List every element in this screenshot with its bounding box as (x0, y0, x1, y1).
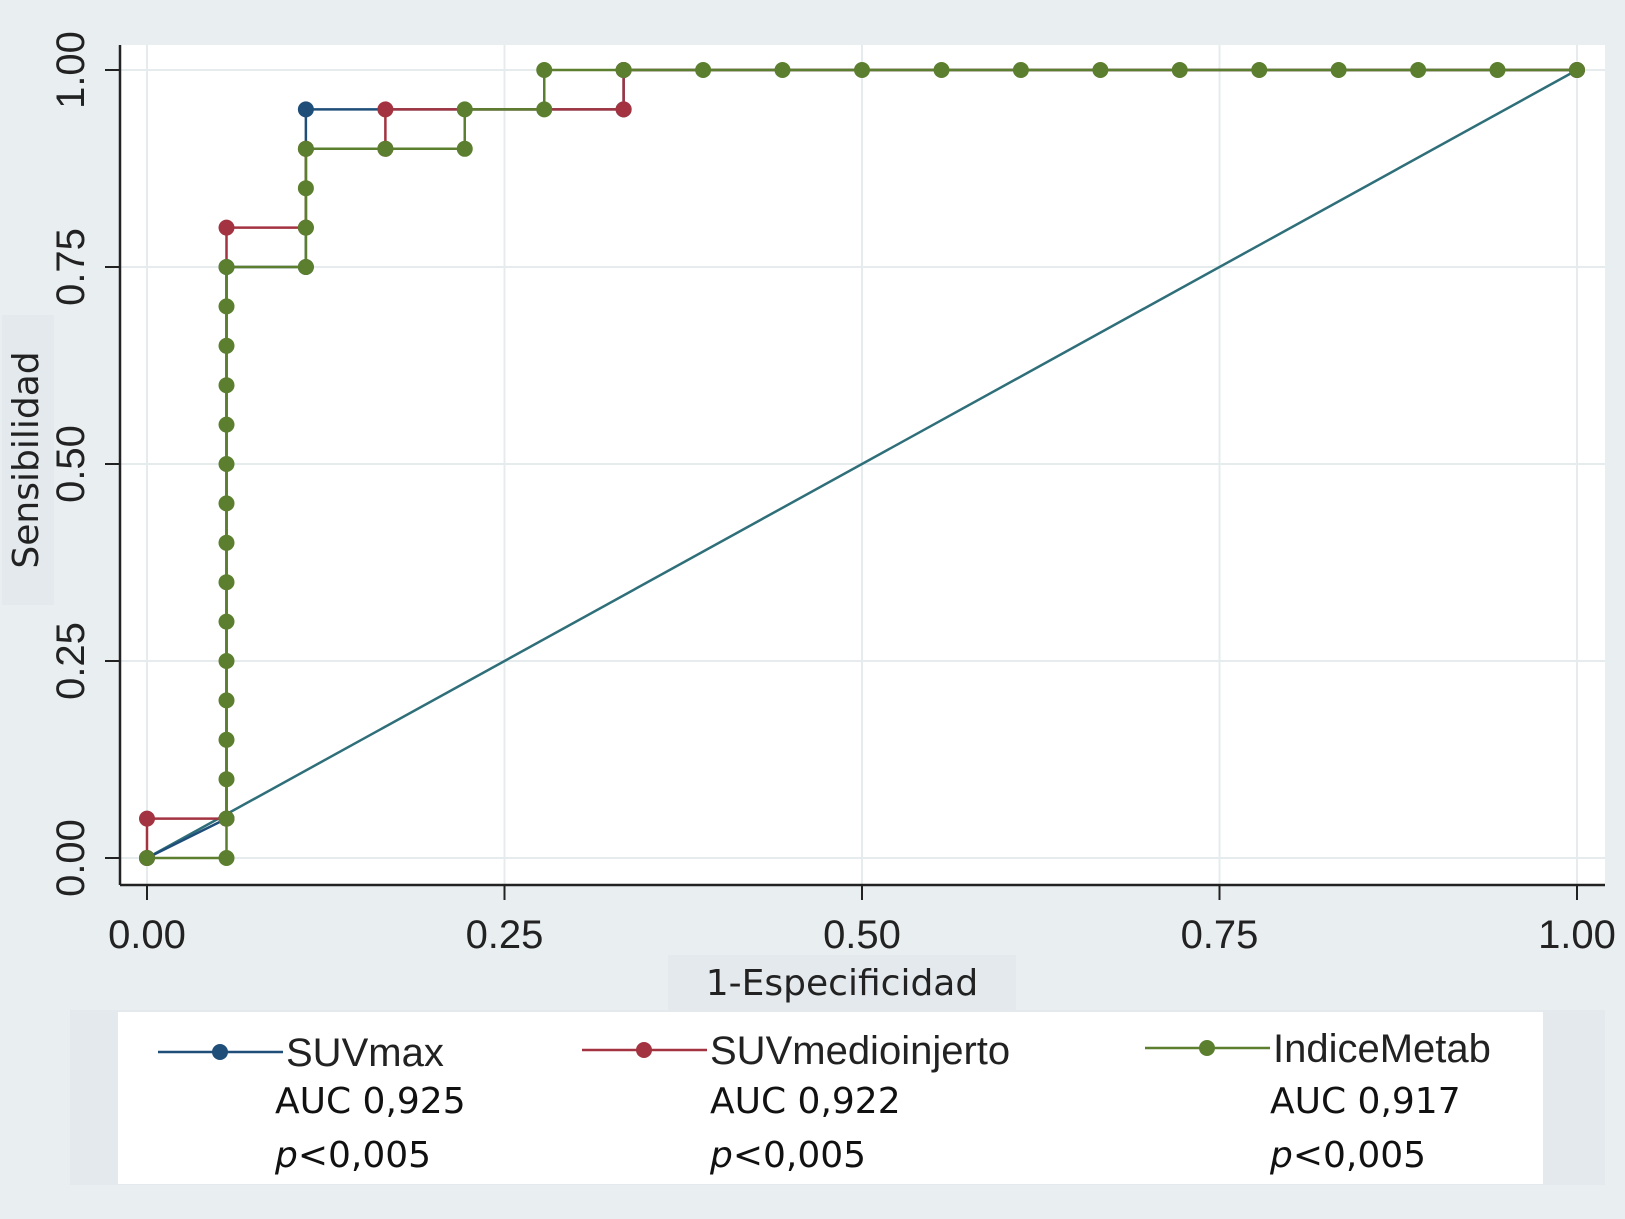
data-point (218, 692, 235, 709)
data-point (218, 613, 235, 630)
legend-item-SUVmax: SUVmax AUC 0,925 p<0,005 (158, 1031, 466, 1176)
data-point (377, 101, 394, 118)
legend-marker (212, 1044, 228, 1060)
x-axis-title: 1-Especificidad (706, 963, 978, 1004)
data-point (218, 377, 235, 394)
data-point (854, 62, 870, 78)
data-point (218, 653, 235, 669)
data-point (1410, 62, 1427, 78)
data-point (536, 101, 553, 118)
tick-labels: 0.00 0.25 0.50 0.75 1.00 0.00 0.25 0.50 0.75 1.00 (49, 31, 1616, 957)
legend-label: IndiceMetab (1273, 1027, 1491, 1071)
data-point (933, 62, 950, 78)
data-point (1330, 62, 1347, 78)
data-point (1092, 62, 1109, 78)
series-layer (139, 62, 1585, 866)
reference-diagonal-line (146, 68, 1578, 860)
y-axis-title: Sensibilidad (6, 351, 47, 568)
data-point (218, 456, 235, 472)
x-tick-label: 0.00 (108, 913, 186, 957)
data-point (218, 416, 235, 433)
data-point (615, 101, 632, 118)
y-tick-label: 0.50 (49, 425, 93, 503)
p-value-label: p<0,005 (274, 1135, 431, 1176)
data-point (774, 62, 791, 78)
data-point (218, 731, 235, 748)
legend-box (118, 1012, 1543, 1184)
legend-label: SUVmax (286, 1031, 444, 1075)
data-point (218, 534, 235, 551)
data-point (695, 62, 712, 78)
data-point (297, 140, 314, 157)
data-point (297, 259, 314, 275)
legend-item-SUVmedioinjerto: SUVmedioinjerto AUC 0,922 p<0,005 (582, 1029, 1010, 1176)
x-tick-label: 0.25 (466, 913, 544, 957)
data-point (377, 140, 394, 157)
auc-label: AUC 0,925 (275, 1081, 466, 1122)
data-point (218, 337, 235, 354)
data-point (139, 810, 155, 827)
data-point (218, 850, 235, 866)
p-value-label: p<0,005 (709, 1135, 866, 1176)
auc-label: AUC 0,922 (710, 1081, 901, 1122)
data-point (615, 62, 632, 78)
y-tick-label: 1.00 (49, 31, 93, 109)
legend-label: SUVmedioinjerto (710, 1029, 1010, 1073)
legend-marker (636, 1042, 652, 1058)
data-point (1171, 62, 1188, 78)
data-point (297, 101, 314, 118)
data-point (218, 810, 235, 827)
data-point (1569, 62, 1585, 78)
y-axis-title-bg (2, 315, 54, 605)
data-point (139, 850, 155, 866)
x-tick-label: 1.00 (1538, 913, 1616, 957)
data-point (1489, 62, 1506, 78)
data-point (297, 219, 314, 236)
y-tick-label: 0.25 (49, 622, 93, 700)
x-tick-label: 0.50 (823, 913, 901, 957)
p-value-label: p<0,005 (1269, 1135, 1426, 1176)
data-point (1251, 62, 1268, 78)
legend-item-IndiceMetab: IndiceMetab AUC 0,917 p<0,005 (1145, 1027, 1491, 1176)
data-point (536, 62, 553, 78)
auc-label: AUC 0,917 (1270, 1081, 1461, 1122)
data-point (1012, 62, 1029, 78)
data-point (456, 140, 473, 157)
data-point (218, 771, 235, 788)
data-point (218, 259, 235, 275)
x-tick-label: 0.75 (1181, 913, 1259, 957)
legend-marker (1199, 1040, 1215, 1056)
y-tick-label: 0.75 (49, 228, 93, 306)
data-point (218, 495, 235, 512)
series-IndiceMetab (139, 62, 1585, 866)
data-point (218, 298, 235, 315)
data-point (218, 219, 235, 236)
data-point (218, 574, 235, 591)
y-tick-label: 0.00 (49, 819, 93, 897)
data-point (297, 180, 314, 197)
x-axis-title-bg (668, 955, 1016, 1010)
legend: SUVmax AUC 0,925 p<0,005 SUVmedioinjerto AUC… (158, 1027, 1491, 1176)
data-point (456, 101, 473, 118)
